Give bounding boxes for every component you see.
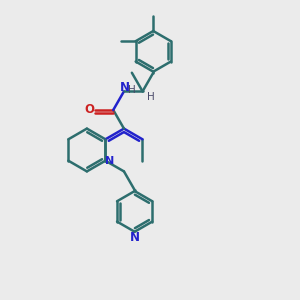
Text: N: N bbox=[105, 156, 115, 166]
Text: H: H bbox=[128, 85, 136, 95]
Text: O: O bbox=[84, 103, 94, 116]
Text: H: H bbox=[147, 92, 155, 102]
Text: N: N bbox=[130, 231, 140, 244]
Text: N: N bbox=[119, 81, 130, 94]
